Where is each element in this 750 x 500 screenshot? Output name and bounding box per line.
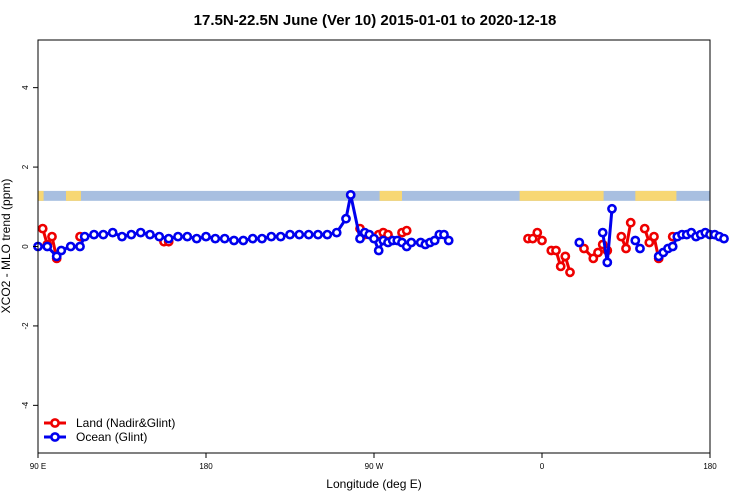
legend-ocean-label: Ocean (Glint)	[76, 430, 147, 444]
y-axis: -4 -2 0 2 4	[21, 85, 38, 409]
ocean-data-point	[117, 231, 127, 242]
chart-title: 17.5N-22.5N June (Ver 10) 2015-01-01 to …	[194, 12, 557, 29]
land-data-point	[555, 261, 566, 272]
ocean-data-point	[602, 257, 613, 268]
ocean-data-point	[247, 233, 258, 244]
land-data-point	[579, 243, 589, 254]
ocean-data-point	[355, 233, 365, 244]
land-data-point	[649, 231, 659, 242]
ocean-data-point	[163, 233, 174, 244]
ocean-data-point	[145, 229, 155, 240]
ocean-data-point	[439, 229, 449, 240]
ocean-data-point	[65, 241, 76, 252]
ocean-data-point	[257, 233, 267, 244]
ocean-data-point	[201, 231, 211, 242]
land-data-point	[593, 247, 603, 258]
ocean-data-point	[373, 245, 384, 256]
ocean-data-point	[607, 203, 617, 214]
ocean-data-point	[635, 243, 645, 254]
ocean-data-point	[303, 229, 314, 240]
surface-band	[38, 190, 710, 201]
series-layer	[33, 189, 729, 278]
ocean-data-point	[238, 235, 249, 246]
ocean-band	[38, 190, 710, 201]
ocean-data-point	[266, 231, 277, 242]
legend: Land (Nadir&Glint)Ocean (Glint)	[44, 416, 175, 444]
land-data-point	[625, 217, 636, 228]
legend-land-label: Land (Nadir&Glint)	[76, 416, 175, 430]
ocean-data-point	[56, 245, 67, 256]
ocean-data-point	[126, 229, 137, 240]
x-tick-label: 0	[540, 462, 545, 471]
ocean-data-point	[51, 251, 62, 262]
ocean-data-point	[331, 227, 342, 238]
ocean-data-point	[630, 235, 641, 246]
land-data-point	[527, 233, 538, 244]
ocean-data-point	[574, 237, 585, 248]
ocean-data-point	[341, 213, 351, 224]
ocean-data-point	[154, 231, 165, 242]
land-data-point	[616, 231, 627, 242]
ocean-data-point	[719, 233, 729, 244]
land-data-point	[551, 245, 561, 256]
ocean-data-point	[135, 227, 146, 238]
land-data-point	[621, 243, 631, 254]
ocean-data-point	[191, 233, 202, 244]
land-band-span	[519, 190, 604, 201]
land-data-point	[565, 267, 575, 278]
x-tick-label: 180	[703, 462, 717, 471]
land-band-span	[38, 190, 44, 201]
ocean-data-point	[313, 229, 323, 240]
land-data-point	[401, 225, 412, 236]
land-data-point	[532, 227, 543, 238]
legend-land-marker	[50, 418, 60, 428]
land-data-point	[37, 223, 48, 234]
ocean-data-point	[42, 241, 53, 252]
x-tick-label: 90 E	[30, 462, 46, 471]
land-data-point	[537, 235, 547, 246]
x-tick-label: 180	[199, 462, 213, 471]
ocean-data-point	[79, 231, 90, 242]
land-band-span	[66, 190, 81, 201]
ocean-data-point	[210, 233, 221, 244]
ocean-data-point	[369, 233, 379, 244]
y-tick-label: 0	[21, 244, 30, 249]
y-tick-label: 4	[21, 85, 30, 90]
land-data-point	[588, 253, 599, 264]
ocean-data-point	[229, 235, 239, 246]
land-data-point	[639, 223, 650, 234]
ocean-data-point	[75, 241, 85, 252]
land-band-span	[635, 190, 677, 201]
y-axis-label: XCO2 - MLO trend (ppm)	[0, 179, 13, 314]
x-axis: 90 E 180 90 W 0 180	[30, 453, 717, 471]
ocean-data-point	[275, 231, 286, 242]
land-data-point	[560, 251, 571, 262]
y-tick-label: -4	[21, 401, 30, 409]
x-axis-label: Longitude (deg E)	[326, 477, 421, 491]
y-tick-label: -2	[21, 322, 30, 330]
ocean-data-point	[285, 229, 295, 240]
ocean-data-point	[182, 231, 193, 242]
ocean-data-point	[219, 233, 230, 244]
ocean-data-point	[173, 231, 183, 242]
land-data-point	[644, 237, 655, 248]
x-tick-label: 90 W	[365, 462, 384, 471]
land-band-span	[379, 190, 402, 201]
ocean-data-point	[322, 229, 333, 240]
ocean-data-point	[406, 237, 417, 248]
ocean-data-point	[89, 229, 99, 240]
ocean-data-point	[429, 235, 440, 246]
ocean-data-point	[443, 235, 454, 246]
ocean-data-point	[107, 227, 118, 238]
ocean-data-point	[98, 229, 109, 240]
y-tick-label: 2	[21, 164, 30, 169]
land-data-point	[47, 231, 57, 242]
ocean-data-point	[294, 229, 305, 240]
ocean-data-point	[597, 227, 608, 238]
legend-ocean-marker	[50, 432, 60, 442]
ocean-data-point	[667, 241, 678, 252]
ocean-data-point	[345, 189, 356, 200]
